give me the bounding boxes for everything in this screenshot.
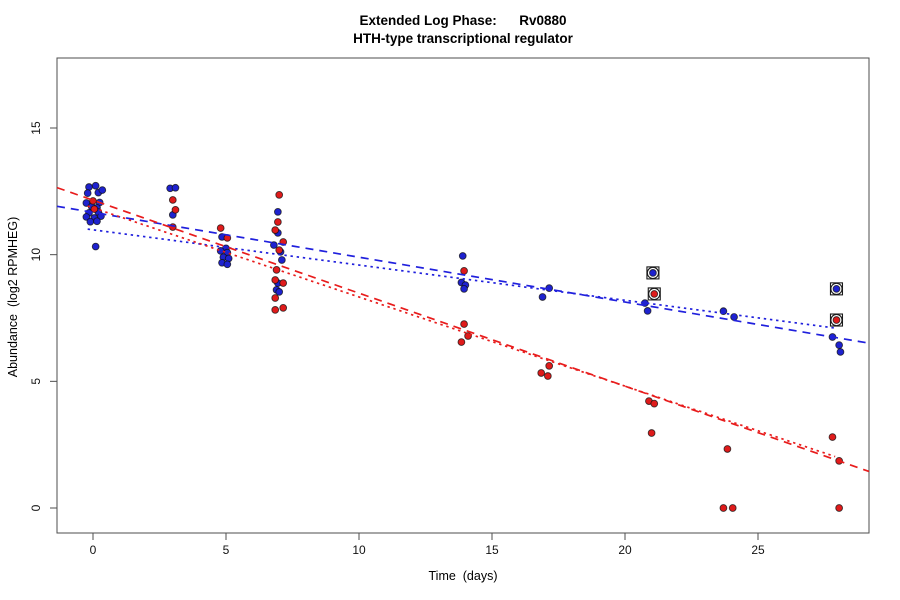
x-tick-label: 5 [223,543,230,557]
data-point-blue [86,217,95,226]
data-point-red [216,224,225,232]
trend-line-blue-dashed-fit [56,205,870,345]
data-point-red [279,279,288,287]
data-point-blue [460,285,468,293]
data-point-red [271,226,280,234]
flagged-data-point-red [650,290,659,298]
data-point-blue [643,307,652,315]
data-point-blue [278,256,286,264]
data-point-red [650,399,659,408]
flag-circle-marker [830,313,843,327]
flag-circle-marker [648,287,661,301]
y-tick-label: 0 [29,504,43,511]
x-tick-label: 15 [485,543,499,557]
chart-title-line2: HTH-type transcriptional regulator [353,31,573,46]
data-point-blue [275,288,284,296]
data-point-red [537,369,546,377]
data-point-blue [458,252,467,260]
flag-circle-marker [646,266,660,280]
data-point-red [271,294,280,302]
data-point-red [89,197,97,205]
chart-title-line1: Extended Log Phase: Rv0880 [359,13,567,28]
flagged-data-point-blue [832,285,841,293]
data-point-red [457,338,466,346]
data-point-red [275,191,284,199]
trend-line-red-dashed-fit [56,186,870,473]
x-axis-title: Time (days) [428,569,498,583]
flagged-data-point-red [832,316,841,324]
y-tick-label: 15 [29,121,43,135]
data-point-red [171,205,180,214]
data-point-blue [223,260,232,269]
data-point-red [274,218,282,226]
flag-circle-marker [830,282,843,296]
data-point-blue [274,208,282,216]
y-tick-label: 10 [29,248,43,262]
data-point-red [460,267,468,275]
data-point-red [828,433,837,441]
data-point-red [719,504,728,512]
data-point-red [275,246,284,254]
data-point-blue [82,213,91,221]
data-point-blue [98,186,107,194]
data-point-red [728,504,737,512]
data-point-blue [836,348,845,356]
trend-line-blue-dotted-fit [87,228,836,329]
trend-line-red-dotted-fit [87,205,836,458]
flagged-data-point-blue [649,269,657,277]
data-point-blue [171,183,180,192]
data-point-red [271,276,280,284]
data-point-blue [270,241,278,249]
data-point-blue [538,293,547,301]
data-point-red [271,306,280,314]
data-point-red [647,429,656,437]
data-point-red [835,504,843,512]
x-tick-label: 20 [618,543,632,557]
plot-frame [56,57,870,534]
x-tick-label: 10 [352,543,366,557]
data-point-blue [835,341,843,349]
data-point-blue [91,242,100,251]
x-tick-label: 0 [90,543,97,557]
data-point-blue [83,189,92,197]
data-point-red [723,445,732,453]
data-point-blue [91,181,100,190]
data-point-red [279,304,288,312]
x-tick-label: 25 [751,543,765,557]
y-tick-label: 5 [29,378,43,385]
data-point-blue [93,217,101,226]
data-point-red [545,362,554,370]
data-point-red [460,320,468,328]
data-point-red [168,196,177,204]
data-point-red [544,372,552,380]
